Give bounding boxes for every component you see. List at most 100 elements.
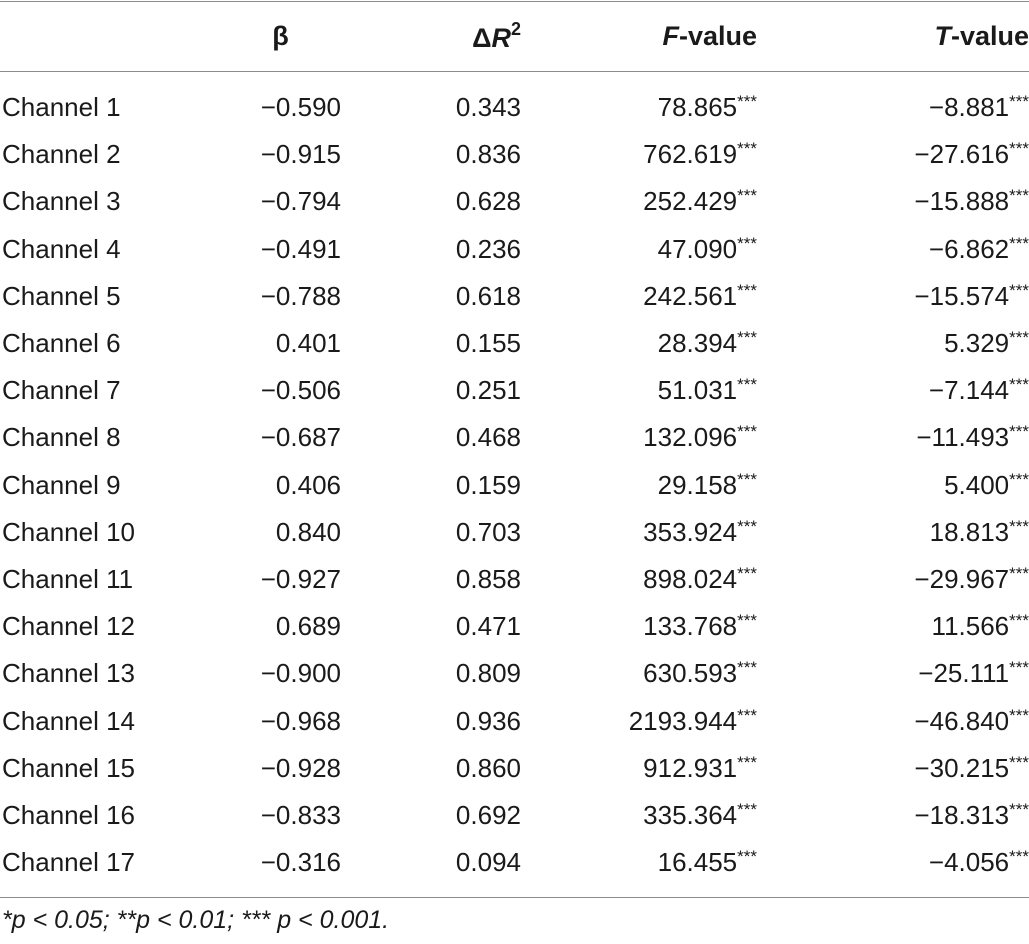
- t-value-cell: 5.329***: [757, 320, 1029, 367]
- f-significance-stars: ***: [737, 139, 757, 159]
- f-value: 353.924: [643, 516, 738, 547]
- table-body: Channel 1 −0.590 0.343 78.865*** −8.881*** Ch…: [0, 72, 1029, 886]
- f-value: 898.024: [643, 563, 738, 594]
- beta-cell: 0.401: [275, 328, 341, 359]
- f-value: 242.561: [643, 280, 738, 311]
- row-label: Channel 14: [2, 705, 135, 736]
- table-row: Channel 3 −0.794 0.628 252.429*** −15.888***: [0, 178, 1029, 225]
- t-value-cell: −15.574***: [757, 273, 1029, 320]
- f-value: 28.394: [657, 328, 738, 359]
- delta-r2-cell: 0.343: [455, 92, 521, 123]
- t-value: 5.329: [944, 328, 1010, 359]
- t-value: −11.493: [916, 422, 1010, 453]
- f-value: 51.031: [657, 375, 738, 406]
- delta-r2-cell: 0.618: [455, 280, 521, 311]
- t-significance-stars: ***: [1009, 328, 1029, 348]
- header-delta-r2-var: R: [491, 22, 511, 53]
- t-value: −7.144: [928, 375, 1010, 406]
- t-value-cell: −30.215***: [757, 745, 1029, 792]
- f-significance-stars: ***: [737, 752, 757, 772]
- row-label: Channel 1: [2, 92, 121, 123]
- t-significance-stars: ***: [1009, 611, 1029, 631]
- f-significance-stars: ***: [737, 233, 757, 253]
- header-t-var: T: [934, 20, 951, 51]
- beta-cell: −0.316: [260, 847, 341, 878]
- t-significance-stars: ***: [1009, 516, 1029, 536]
- row-label: Channel 12: [2, 611, 135, 642]
- f-value: 335.364: [643, 799, 738, 830]
- t-significance-stars: ***: [1009, 705, 1029, 725]
- t-significance-stars: ***: [1009, 658, 1029, 678]
- delta-r2-cell: 0.703: [455, 516, 521, 547]
- beta-cell: −0.590: [260, 92, 341, 123]
- t-value: −18.313: [914, 799, 1010, 830]
- f-value-cell: 78.865***: [521, 72, 757, 131]
- table-row: Channel 11 −0.927 0.858 898.024*** −29.967**…: [0, 556, 1029, 603]
- table-row: Channel 9 0.406 0.159 29.158*** 5.400***: [0, 462, 1029, 509]
- beta-cell: −0.833: [260, 799, 341, 830]
- t-significance-stars: ***: [1009, 469, 1029, 489]
- table-row: Channel 6 0.401 0.155 28.394*** 5.329***: [0, 320, 1029, 367]
- row-label: Channel 13: [2, 658, 135, 689]
- beta-cell: −0.687: [260, 422, 341, 453]
- t-value: −15.574: [914, 280, 1010, 311]
- f-value: 132.096: [643, 422, 738, 453]
- f-value-cell: 912.931***: [521, 745, 757, 792]
- f-significance-stars: ***: [737, 611, 757, 631]
- row-label: Channel 16: [2, 799, 135, 830]
- t-value: −15.888: [914, 186, 1010, 217]
- f-value-cell: 335.364***: [521, 792, 757, 839]
- table-header-row: β ΔR2 F-value T-value: [0, 0, 1029, 72]
- f-value-cell: 51.031***: [521, 367, 757, 414]
- f-value: 78.865: [657, 92, 738, 123]
- f-significance-stars: ***: [737, 422, 757, 442]
- f-value-cell: 2193.944***: [521, 697, 757, 744]
- header-t-suffix: -value: [950, 20, 1029, 51]
- t-value-cell: −18.313***: [757, 792, 1029, 839]
- beta-cell: −0.491: [260, 233, 341, 264]
- delta-r2-cell: 0.860: [455, 752, 521, 783]
- f-significance-stars: ***: [737, 186, 757, 206]
- delta-r2-cell: 0.159: [455, 469, 521, 500]
- f-significance-stars: ***: [737, 280, 757, 300]
- header-delta-r2: ΔR2: [341, 0, 521, 72]
- t-significance-stars: ***: [1009, 280, 1029, 300]
- f-value-cell: 16.455***: [521, 839, 757, 886]
- t-value-cell: −25.111***: [757, 650, 1029, 697]
- row-label: Channel 3: [2, 186, 121, 217]
- t-value-cell: −46.840***: [757, 697, 1029, 744]
- table-row: Channel 10 0.840 0.703 353.924*** 18.813***: [0, 509, 1029, 556]
- f-value: 16.455: [657, 847, 738, 878]
- f-value-cell: 252.429***: [521, 178, 757, 225]
- row-label: Channel 11: [2, 563, 134, 594]
- table-row: Channel 1 −0.590 0.343 78.865*** −8.881 ***: [0, 72, 1029, 131]
- t-value-cell: −6.862***: [757, 226, 1029, 273]
- delta-r2-cell: 0.836: [455, 139, 521, 170]
- f-value-cell: 630.593***: [521, 650, 757, 697]
- t-value-cell: −29.967***: [757, 556, 1029, 603]
- f-significance-stars: ***: [737, 375, 757, 395]
- f-value: 630.593: [643, 658, 738, 689]
- f-value: 252.429: [643, 186, 738, 217]
- regression-table: β ΔR2 F-value T-value Channel 1 −0.590 0.3…: [0, 0, 1029, 886]
- f-significance-stars: ***: [737, 92, 757, 112]
- f-significance-stars: ***: [737, 799, 757, 819]
- t-value-cell: −4.056***: [757, 839, 1029, 886]
- header-delta-r2-prefix: Δ: [472, 22, 492, 53]
- t-value: −8.881: [928, 92, 1010, 123]
- row-label: Channel 9: [2, 469, 121, 500]
- t-value: −27.616: [914, 139, 1010, 170]
- table-row: Channel 13 −0.900 0.809 630.593*** −25.111**…: [0, 650, 1029, 697]
- f-significance-stars: ***: [737, 469, 757, 489]
- beta-cell: −0.928: [260, 752, 341, 783]
- header-f-value: F-value: [521, 0, 757, 72]
- header-f-suffix: -value: [678, 20, 757, 51]
- t-significance-stars: ***: [1009, 799, 1029, 819]
- table-row: Channel 8 −0.687 0.468 132.096*** −11.493***: [0, 414, 1029, 461]
- delta-r2-cell: 0.936: [455, 705, 521, 736]
- delta-r2-cell: 0.858: [455, 563, 521, 594]
- f-value-cell: 762.619***: [521, 131, 757, 178]
- f-value: 29.158: [657, 469, 738, 500]
- t-significance-stars: ***: [1009, 233, 1029, 253]
- delta-r2-cell: 0.628: [455, 186, 521, 217]
